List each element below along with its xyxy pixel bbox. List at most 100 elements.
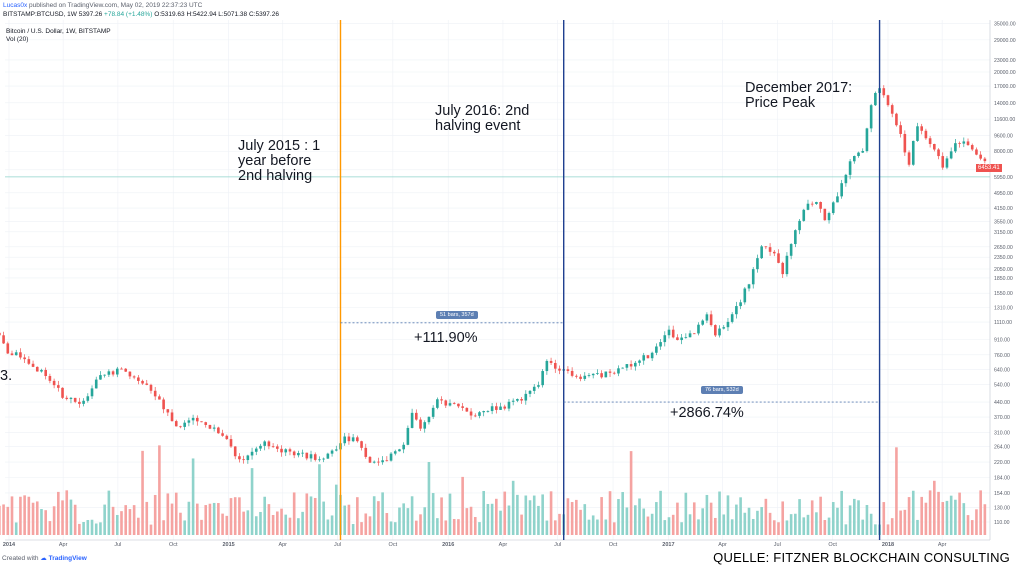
- candle-body: [82, 400, 85, 404]
- volume-bar: [170, 503, 174, 535]
- volume-bar: [688, 514, 692, 535]
- candle-body: [524, 393, 528, 401]
- candle-body: [890, 105, 894, 114]
- volume-bar: [587, 519, 591, 535]
- volume-bar: [31, 502, 35, 535]
- price-tick-label: 540.00: [994, 382, 1010, 388]
- candle-body: [764, 246, 768, 248]
- volume-bar: [730, 519, 734, 535]
- candle-body: [284, 449, 288, 453]
- volume-bar: [764, 498, 768, 535]
- volume-bar: [372, 496, 376, 535]
- annotation-july-2015: July 2015 : 1 year before 2nd halving: [238, 138, 321, 184]
- candle-body: [343, 436, 347, 444]
- volume-bar: [532, 495, 536, 535]
- price-tick-label: 5950.00: [994, 175, 1013, 181]
- candle-body: [309, 454, 313, 459]
- volume-bar: [617, 499, 620, 535]
- volume-bar: [423, 507, 427, 535]
- volume-bar: [326, 519, 330, 535]
- volume-bar: [933, 480, 936, 535]
- candle-body: [924, 130, 928, 139]
- measure-badge-51[interactable]: 51 bars, 357d: [436, 311, 478, 319]
- volume-bar: [638, 498, 641, 535]
- publisher-user[interactable]: Lucas0x: [3, 2, 28, 9]
- candle-body: [166, 409, 170, 413]
- candle-body: [625, 364, 629, 368]
- volume-bar: [924, 502, 928, 535]
- volume-bar: [212, 502, 216, 535]
- volume-bar: [356, 497, 359, 535]
- candle-body: [886, 95, 890, 106]
- price-tick-label: 440.00: [994, 400, 1010, 406]
- volume-bar: [709, 502, 713, 535]
- candle-body: [671, 329, 675, 338]
- volume-bar: [516, 494, 519, 535]
- candle-body: [132, 376, 136, 378]
- volume-bar: [777, 522, 780, 535]
- candle-body: [78, 401, 81, 404]
- tradingview-link[interactable]: TradingView: [48, 555, 87, 562]
- price-tick-label: 17000.00: [994, 84, 1016, 90]
- time-tick-label: Apr: [59, 542, 68, 548]
- candle-body: [970, 145, 974, 150]
- volume-bar: [625, 507, 629, 535]
- volume-bar: [714, 517, 717, 535]
- candle-body: [259, 445, 262, 449]
- candle-body: [0, 332, 1, 336]
- volume-indicator-label[interactable]: Vol (20): [6, 36, 29, 43]
- volume-bar: [242, 511, 245, 535]
- candle-body: [280, 448, 283, 453]
- volume-bar: [520, 514, 523, 535]
- volume-bar: [663, 520, 667, 535]
- volume-bar: [545, 520, 549, 535]
- volume-bar: [634, 505, 637, 535]
- volume-bar: [73, 504, 77, 535]
- candle-body: [545, 360, 549, 372]
- volume-bar: [676, 502, 679, 535]
- volume-bar: [14, 522, 18, 535]
- volume-bar: [145, 501, 149, 535]
- candle-body: [402, 444, 405, 450]
- price-tick-label: 110.00: [994, 520, 1010, 526]
- candle-body: [962, 141, 966, 144]
- measure-badge-76[interactable]: 76 bars, 532d: [701, 386, 743, 394]
- candle-body: [853, 156, 856, 162]
- candle-body: [537, 385, 540, 387]
- volume-bar: [478, 522, 481, 535]
- volume-bar: [368, 516, 372, 535]
- candle-body: [692, 333, 696, 335]
- candle-body: [52, 380, 56, 386]
- volume-bar: [768, 512, 772, 535]
- price-tick-label: 4950.00: [994, 191, 1013, 197]
- candle-body: [730, 314, 734, 322]
- publish-text: published on TradingView.com, May 02, 20…: [27, 2, 203, 9]
- candle-body: [751, 269, 755, 285]
- volume-bar: [697, 519, 700, 535]
- candle-body: [73, 397, 77, 402]
- volume-bar: [815, 512, 818, 535]
- volume-bar: [503, 491, 507, 535]
- volume-bar: [553, 520, 557, 535]
- candle-body: [907, 152, 911, 165]
- volume-bar: [128, 509, 132, 535]
- candle-body: [810, 203, 814, 205]
- volume-bar: [789, 514, 793, 535]
- volume-bar: [40, 509, 43, 535]
- volume-bar: [701, 508, 704, 535]
- volume-bar: [899, 510, 902, 535]
- candle-body: [937, 149, 940, 157]
- candle-body: [848, 161, 852, 175]
- volume-bar: [983, 504, 987, 535]
- candle-body: [360, 441, 363, 448]
- candle-body: [381, 460, 384, 463]
- chart-legend: Bitcoin / U.S. Dollar, 1W, BITSTAMP Vol …: [6, 28, 111, 44]
- volume-bar: [141, 450, 144, 535]
- volume-bar: [907, 497, 911, 535]
- candle-body: [473, 415, 477, 417]
- candle-body: [844, 174, 848, 184]
- symbol-title[interactable]: Bitcoin / U.S. Dollar, 1W, BITSTAMP: [6, 28, 111, 35]
- candle-body: [288, 449, 292, 452]
- candle-body: [621, 367, 624, 369]
